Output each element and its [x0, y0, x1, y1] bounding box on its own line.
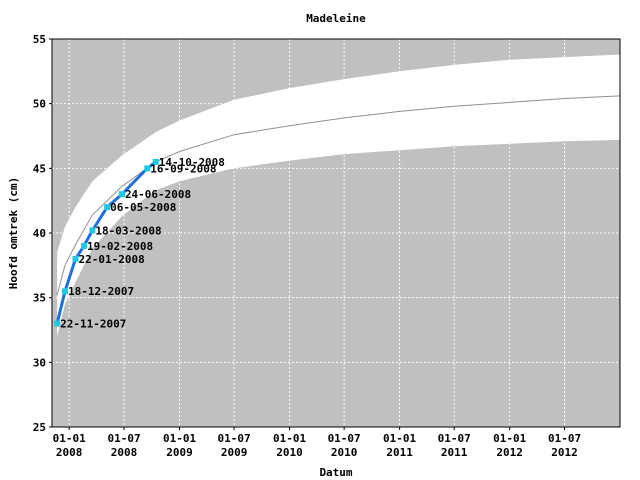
x-tick-label: 01-01 [383, 432, 416, 445]
y-tick-label: 50 [33, 98, 46, 111]
data-point-label: 22-11-2007 [60, 318, 126, 331]
x-tick-year-label: 2011 [441, 446, 468, 459]
band-area [57, 54, 621, 337]
x-tick-year-label: 2008 [56, 446, 83, 459]
y-tick-label: 25 [33, 421, 46, 434]
data-point-label: 16-09-2008 [150, 162, 216, 175]
y-tick-label: 45 [33, 162, 46, 175]
y-tick-label: 35 [33, 292, 46, 305]
reference-band [57, 54, 621, 337]
median-line [56, 95, 621, 296]
x-tick-label: 01-07 [107, 432, 140, 445]
x-tick-label: 01-01 [273, 432, 306, 445]
data-point [144, 165, 151, 172]
data-point-label: 24-06-2008 [125, 188, 191, 201]
data-markers [54, 158, 159, 327]
x-tick-year-label: 2012 [496, 446, 523, 459]
y-tick-labels: 25 30 35 40 45 50 55 [33, 33, 52, 434]
data-point [61, 288, 68, 295]
x-tick-year-label: 2009 [166, 446, 193, 459]
x-tick-year-label: 2011 [386, 446, 413, 459]
data-point [104, 204, 111, 211]
data-point-labels: 22-11-2007 18-12-2007 22-01-200819-02-2008… [60, 156, 225, 331]
y-axis-label: Hoofd omtrek (cm) [7, 177, 20, 290]
chart-title: Madeleine [306, 12, 366, 25]
x-tick-year-label: 2010 [331, 446, 358, 459]
x-tick-labels: 01-01200801-07200801-01200901-07200901-0… [53, 427, 581, 459]
data-point [118, 191, 125, 198]
x-tick-year-label: 2009 [221, 446, 248, 459]
x-tick-label: 01-07 [218, 432, 251, 445]
median-curve [56, 95, 621, 296]
x-tick-year-label: 2010 [276, 446, 303, 459]
data-point-label: 14-10-2008 [159, 156, 225, 169]
x-tick-year-label: 2012 [551, 446, 578, 459]
data-point [80, 242, 87, 249]
data-point [54, 320, 61, 327]
data-point-label: 22-01-2008 [79, 253, 145, 266]
x-tick-label: 01-01 [53, 432, 86, 445]
data-point-label: 06-05-2008 [110, 201, 176, 214]
x-tick-label: 01-01 [493, 432, 526, 445]
data-point-label: 19-02-2008 [87, 240, 153, 253]
data-point-label: 18-03-2008 [95, 224, 161, 237]
data-point [72, 255, 79, 262]
y-tick-label: 40 [33, 227, 46, 240]
x-tick-label: 01-01 [163, 432, 196, 445]
x-tick-label: 01-07 [438, 432, 471, 445]
y-tick-label: 30 [33, 356, 46, 369]
x-axis-label: Datum [319, 466, 352, 479]
x-tick-label: 01-07 [328, 432, 361, 445]
x-tick-year-label: 2008 [111, 446, 138, 459]
data-point-label: 18-12-2007 [68, 285, 134, 298]
x-tick-label: 01-07 [548, 432, 581, 445]
data-point [152, 158, 159, 165]
data-point [89, 227, 96, 234]
y-tick-label: 55 [33, 33, 46, 46]
